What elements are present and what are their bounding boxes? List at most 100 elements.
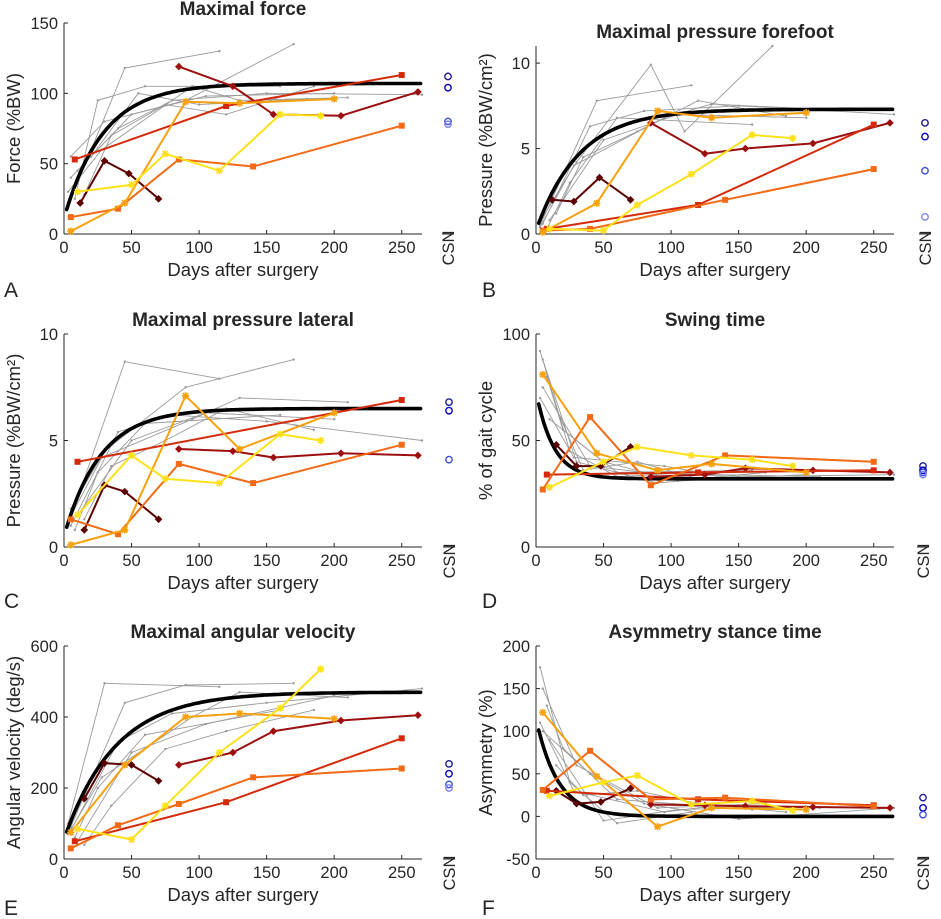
data-marker-diamond [120,487,129,496]
gray-series-line [539,397,820,478]
highlighted-series [545,131,797,235]
y-tick-label: 100 [502,326,530,344]
data-marker-square [587,414,594,421]
gray-series-point [218,685,221,689]
gray-series-point [548,738,551,741]
data-marker-star [236,99,244,107]
highlighted-series [67,95,338,235]
gray-series-point [278,413,282,417]
highlighted-series [73,110,325,196]
data-marker-star [708,114,716,122]
data-marker-star [802,805,810,814]
gray-series-point [541,358,544,361]
y-tick-label: 100 [30,85,58,103]
x-tick-label: 100 [185,552,213,570]
gray-series-point [602,819,605,822]
gray-series-point [130,751,133,754]
gray-series-point [164,103,167,106]
gray-series-point [265,420,268,423]
data-marker-diamond [269,453,278,462]
data-marker-diamond [125,169,133,178]
data-marker-square [398,441,405,448]
series-line [74,74,402,161]
x-tick-label: 200 [792,552,820,570]
data-marker-star [181,98,190,106]
x-tick-label: 250 [388,864,416,882]
csn-data-point [445,398,453,407]
gray-series-point [804,116,808,119]
gray-series-point [892,113,896,116]
highlighted-series [539,747,877,810]
data-marker-diamond [269,110,278,119]
data-marker-star [653,107,662,115]
data-marker-square [398,765,405,772]
x-tick-label: 50 [122,239,140,257]
data-marker-square [67,214,74,221]
data-marker-diamond [337,449,345,458]
y-tick-label: 200 [30,780,58,798]
data-marker-square [398,735,405,742]
csn-label: CSN [441,544,459,579]
panel-label: F [482,897,495,919]
csn-reference: CSN [917,119,935,266]
panel-label: B [482,279,496,302]
csn-data-point [444,117,452,126]
data-marker-star [593,199,601,207]
series-line [552,176,632,203]
data-marker-star [276,430,284,438]
data-marker-star [653,823,662,831]
gray-series-point [541,386,544,389]
series-line [549,445,793,489]
gray-series-point [555,212,558,215]
gray-series-point [123,360,126,363]
csn-data-point [919,470,927,479]
data-marker-square [539,786,546,793]
data-marker-star [748,131,756,139]
highlighted-series [71,72,405,163]
data-marker-diamond [175,445,183,453]
gray-series-point [204,722,208,726]
y-tick-label: 0 [521,808,530,826]
data-marker-square [722,452,729,459]
data-marker-diamond [337,112,345,120]
model-fit-line [536,728,895,819]
csn-label: CSN [917,231,935,266]
csn-data-point [445,455,453,464]
csn-data-point [445,769,453,778]
gray-series-point [197,103,201,106]
data-marker-star [748,456,756,464]
gray-series-point [184,386,187,389]
gray-series-point [642,802,646,805]
data-marker-square [250,480,257,487]
x-axis-label: Days after surgery [167,884,319,905]
x-axis-label: Days after surgery [639,884,791,905]
x-tick-label: 150 [253,239,281,257]
csn-label: CSN [440,231,458,266]
csn-data-point [445,406,453,415]
model-fit-line [536,402,895,481]
gray-series-point [548,219,551,222]
x-tick-label: 200 [320,552,348,570]
gray-series-point [572,456,576,459]
data-marker-star [67,828,75,836]
data-marker-star [599,778,608,786]
data-marker-star [215,479,223,487]
data-marker-square [398,397,405,404]
data-marker-square [71,156,78,163]
csn-data-point [919,803,927,812]
chart-title: Maximal pressure lateral [132,310,354,331]
gray-series-line [542,105,895,224]
x-tick-label: 250 [388,552,416,570]
data-marker-star [330,409,338,417]
gray-series-point [292,42,295,46]
data-marker-diamond [572,462,581,470]
data-marker-square [67,516,74,523]
data-marker-diamond [337,716,345,725]
x-tick-label: 100 [657,239,685,257]
gray-series-point [575,460,578,463]
gray-series-point [420,93,424,96]
gray-series-point [636,460,639,463]
gray-series-point [346,696,349,699]
panel-d: Swing time 0 50 100 150 200 250 0 50 100 Days afte… [475,310,933,613]
